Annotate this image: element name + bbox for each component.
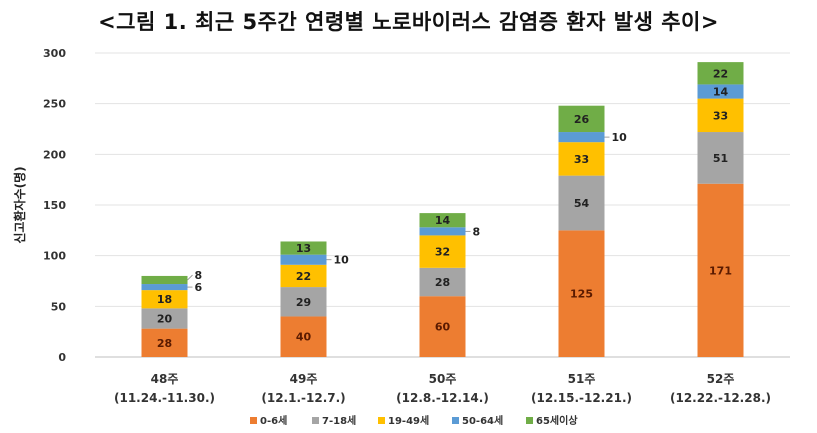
bar-segment bbox=[697, 183, 744, 357]
x-tick-label-week: 49주 bbox=[290, 372, 318, 386]
x-tick-label-week: 51주 bbox=[568, 372, 596, 386]
data-label: 28 bbox=[157, 337, 172, 350]
bar-segment bbox=[141, 290, 188, 309]
bar-segment bbox=[280, 287, 327, 317]
data-label: 40 bbox=[296, 331, 312, 344]
data-label: 10 bbox=[334, 254, 350, 267]
x-tick-label-range: (12.1.-12.7.) bbox=[261, 391, 345, 405]
y-tick-label: 200 bbox=[43, 148, 66, 161]
data-label: 33 bbox=[713, 109, 728, 122]
y-tick-label: 0 bbox=[58, 351, 66, 364]
legend-swatch bbox=[526, 417, 533, 424]
bar-segment bbox=[558, 142, 605, 176]
data-label: 8 bbox=[473, 225, 481, 238]
bar-segment bbox=[419, 235, 466, 268]
data-label: 20 bbox=[157, 312, 173, 325]
x-tick-label-range: (12.15.-12.21.) bbox=[531, 391, 632, 405]
data-label: 51 bbox=[713, 152, 728, 165]
legend-swatch bbox=[378, 417, 385, 424]
y-tick-label: 150 bbox=[43, 199, 66, 212]
legend-label: 19-49세 bbox=[388, 414, 429, 427]
bar-segment bbox=[697, 84, 744, 99]
x-tick-label-week: 48주 bbox=[151, 372, 179, 386]
y-tick-label: 250 bbox=[43, 98, 66, 111]
data-label: 33 bbox=[574, 153, 589, 166]
bar-segment bbox=[419, 227, 466, 236]
legend-swatch bbox=[250, 417, 257, 424]
y-tick-label: 100 bbox=[43, 250, 66, 263]
bar-segment bbox=[558, 175, 605, 231]
data-label: 22 bbox=[296, 270, 311, 283]
data-label: 18 bbox=[157, 293, 172, 306]
bar-segment bbox=[419, 213, 466, 228]
data-label: 125 bbox=[570, 288, 593, 301]
data-label: 22 bbox=[713, 67, 728, 80]
bar-segment bbox=[280, 316, 327, 357]
bar-segment bbox=[141, 275, 188, 285]
data-label: 14 bbox=[435, 214, 451, 227]
data-label: 32 bbox=[435, 246, 450, 259]
bar-segment bbox=[558, 230, 605, 357]
data-label: 6 bbox=[195, 281, 203, 294]
data-label: 29 bbox=[296, 296, 311, 309]
bar-segment bbox=[141, 328, 188, 357]
x-tick-label-range: (12.22.-12.28.) bbox=[670, 391, 771, 405]
bar-segment bbox=[697, 132, 744, 184]
bar-segment bbox=[419, 296, 466, 357]
bar-segment bbox=[558, 132, 605, 143]
bar-segment bbox=[280, 264, 327, 288]
data-label: 26 bbox=[574, 113, 590, 126]
x-tick-label-week: 50주 bbox=[429, 372, 457, 386]
bar-segment bbox=[697, 62, 744, 85]
legend-label: 7-18세 bbox=[322, 414, 356, 427]
legend-label: 65세이상 bbox=[536, 414, 578, 427]
data-label-leader bbox=[187, 274, 193, 281]
x-tick-label-range: (12.8.-12.14.) bbox=[396, 391, 489, 405]
data-label: 28 bbox=[435, 276, 450, 289]
y-tick-label: 300 bbox=[43, 47, 66, 60]
chart-title: <그림 1. 최근 5주간 연령별 노로바이러스 감염증 환자 발생 추이> bbox=[98, 10, 719, 34]
y-axis-label: 신고환자수(명) bbox=[12, 166, 27, 243]
y-tick-label: 50 bbox=[51, 300, 67, 313]
bar-segment bbox=[697, 98, 744, 133]
bar-segment bbox=[280, 254, 327, 265]
bar-segment bbox=[141, 284, 188, 291]
legend-label: 0-6세 bbox=[260, 414, 287, 427]
legend-swatch bbox=[452, 417, 459, 424]
legend-label: 50-64세 bbox=[462, 414, 503, 427]
data-label: 54 bbox=[574, 197, 590, 210]
bar-segment bbox=[419, 267, 466, 297]
data-label: 10 bbox=[612, 131, 628, 144]
data-label: 171 bbox=[709, 264, 732, 277]
bar-segment bbox=[558, 105, 605, 133]
bar-segment bbox=[280, 241, 327, 255]
legend-swatch bbox=[312, 417, 319, 424]
x-tick-label-range: (11.24.-11.30.) bbox=[114, 391, 215, 405]
data-label: 14 bbox=[713, 86, 729, 99]
x-tick-label-week: 52주 bbox=[707, 372, 735, 386]
bar-segment bbox=[141, 308, 188, 329]
data-label: 8 bbox=[195, 269, 203, 282]
data-label: 60 bbox=[435, 321, 451, 334]
data-label: 13 bbox=[296, 242, 311, 255]
